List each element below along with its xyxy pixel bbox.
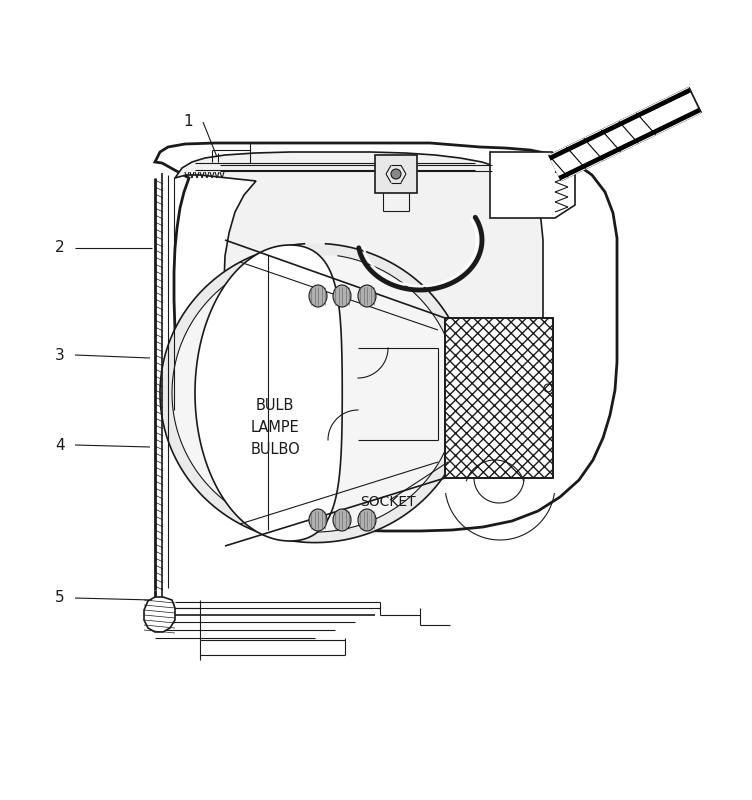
Polygon shape — [155, 143, 617, 531]
Ellipse shape — [333, 509, 351, 531]
Text: BULBO: BULBO — [250, 442, 300, 457]
Circle shape — [391, 169, 401, 179]
Text: LAMPE: LAMPE — [250, 419, 299, 434]
Ellipse shape — [333, 285, 351, 307]
Text: 4: 4 — [55, 438, 65, 453]
Ellipse shape — [358, 285, 376, 307]
Polygon shape — [144, 597, 175, 632]
Text: 5: 5 — [55, 590, 65, 606]
Polygon shape — [490, 152, 575, 218]
Polygon shape — [375, 155, 417, 193]
Ellipse shape — [358, 509, 376, 531]
Bar — [445, 318, 553, 478]
Text: SOCKET: SOCKET — [360, 495, 416, 509]
Text: 3: 3 — [55, 347, 65, 362]
Polygon shape — [195, 245, 342, 541]
Text: BULB: BULB — [256, 398, 294, 413]
Ellipse shape — [309, 509, 327, 531]
Polygon shape — [551, 93, 699, 175]
Polygon shape — [172, 256, 458, 532]
Polygon shape — [175, 152, 543, 463]
Text: 1: 1 — [183, 114, 193, 130]
Polygon shape — [549, 87, 701, 181]
Text: 2: 2 — [55, 241, 65, 255]
Polygon shape — [160, 244, 470, 542]
Ellipse shape — [309, 285, 327, 307]
